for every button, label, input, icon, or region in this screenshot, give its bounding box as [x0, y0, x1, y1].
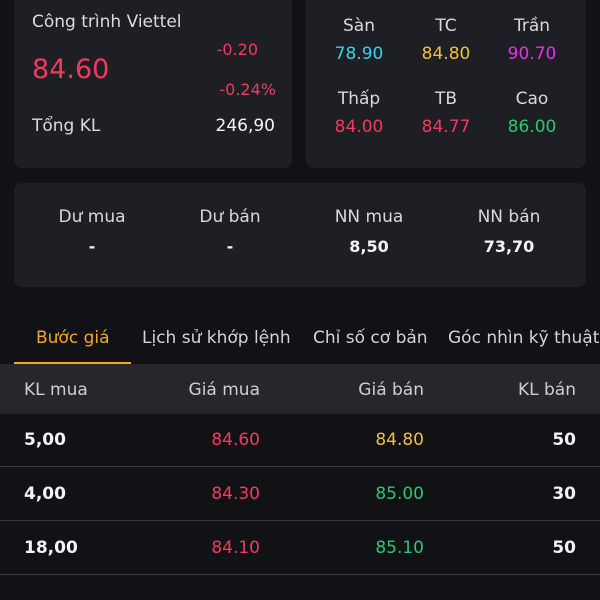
bid-price: 84.10 [211, 538, 260, 558]
stock-price: 84.60 [32, 54, 110, 85]
excess-sell-value: - [226, 237, 234, 256]
ask-price: 85.10 [375, 538, 424, 558]
excess-buy: Dư mua - [27, 207, 157, 256]
reference-price: TC 84.80 [400, 16, 492, 64]
order-book-row: 5,00 84.60 84.80 50 [0, 414, 600, 467]
stock-name: Công trình Viettel [32, 12, 182, 32]
excess-sell: Dư bán - [165, 207, 295, 256]
price-range-card: Sàn 78.90 TC 84.80 Trần 90.70 Thấp 84.00… [306, 0, 586, 168]
ceiling-price-label: Trần [513, 16, 551, 36]
ask-price: 85.00 [375, 484, 424, 504]
reference-price-label: TC [435, 16, 457, 36]
average-price-label: TB [434, 89, 458, 109]
stock-summary-card: Công trình Viettel 84.60 -0.20 -0.24% Tổ… [14, 0, 292, 168]
total-volume-label: Tổng KL [32, 116, 101, 136]
ask-volume-header: KL bán [517, 380, 576, 400]
order-book-row: 18,00 84.10 85.10 50 [0, 522, 600, 575]
price-change-percent: -0.24% [219, 80, 276, 99]
foreign-trading-card: Dư mua - Dư bán - NN mua 8,50 NN bán 73,… [14, 183, 586, 287]
low-price-value: 84.00 [334, 117, 384, 137]
foreign-buy-label: NN mua [334, 207, 404, 227]
bid-volume: 4,00 [24, 484, 66, 504]
order-book-header: KL mua Giá mua Giá bán KL bán [0, 364, 600, 414]
tab-price-steps[interactable]: Bước giá [36, 328, 110, 348]
bid-price: 84.60 [211, 430, 260, 450]
floor-price-value: 78.90 [334, 44, 384, 64]
average-price-value: 84.77 [421, 117, 471, 137]
excess-buy-value: - [88, 237, 96, 256]
price-change: -0.20 [216, 40, 258, 59]
foreign-sell: NN bán 73,70 [444, 207, 574, 256]
active-tab-indicator [14, 362, 131, 364]
bid-price-header: Giá mua [188, 380, 260, 400]
ceiling-price: Trần 90.70 [486, 16, 578, 64]
foreign-buy-value: 8,50 [349, 237, 389, 256]
low-price: Thấp 84.00 [313, 89, 405, 137]
foreign-sell-label: NN bán [477, 207, 541, 227]
tab-fundamentals[interactable]: Chỉ số cơ bản [313, 328, 428, 348]
ask-volume: 30 [552, 484, 576, 504]
ask-volume: 50 [552, 538, 576, 558]
bid-price: 84.30 [211, 484, 260, 504]
floor-price: Sàn 78.90 [313, 16, 405, 64]
bid-volume: 5,00 [24, 430, 66, 450]
low-price-label: Thấp [337, 89, 381, 109]
order-book-row: 4,00 84.30 85.00 30 [0, 468, 600, 521]
excess-sell-label: Dư bán [199, 207, 261, 227]
foreign-sell-value: 73,70 [483, 237, 535, 256]
ask-price-header: Giá bán [358, 380, 424, 400]
ask-price: 84.80 [375, 430, 424, 450]
reference-price-value: 84.80 [421, 44, 471, 64]
ceiling-price-value: 90.70 [507, 44, 557, 64]
excess-buy-label: Dư mua [58, 207, 126, 227]
high-price-label: Cao [515, 89, 549, 109]
floor-price-label: Sàn [343, 16, 375, 36]
foreign-buy: NN mua 8,50 [304, 207, 434, 256]
high-price-value: 86.00 [507, 117, 557, 137]
average-price: TB 84.77 [400, 89, 492, 137]
ask-volume: 50 [552, 430, 576, 450]
bid-volume-header: KL mua [24, 380, 88, 400]
bid-volume: 18,00 [24, 538, 78, 558]
high-price: Cao 86.00 [486, 89, 578, 137]
detail-tabs: Bước giá Lịch sử khớp lệnh Chỉ số cơ bản… [0, 318, 600, 364]
total-volume-value: 246,90 [215, 116, 275, 136]
tab-match-history[interactable]: Lịch sử khớp lệnh [142, 328, 291, 348]
tab-technical-view[interactable]: Góc nhìn kỹ thuật [448, 328, 600, 348]
